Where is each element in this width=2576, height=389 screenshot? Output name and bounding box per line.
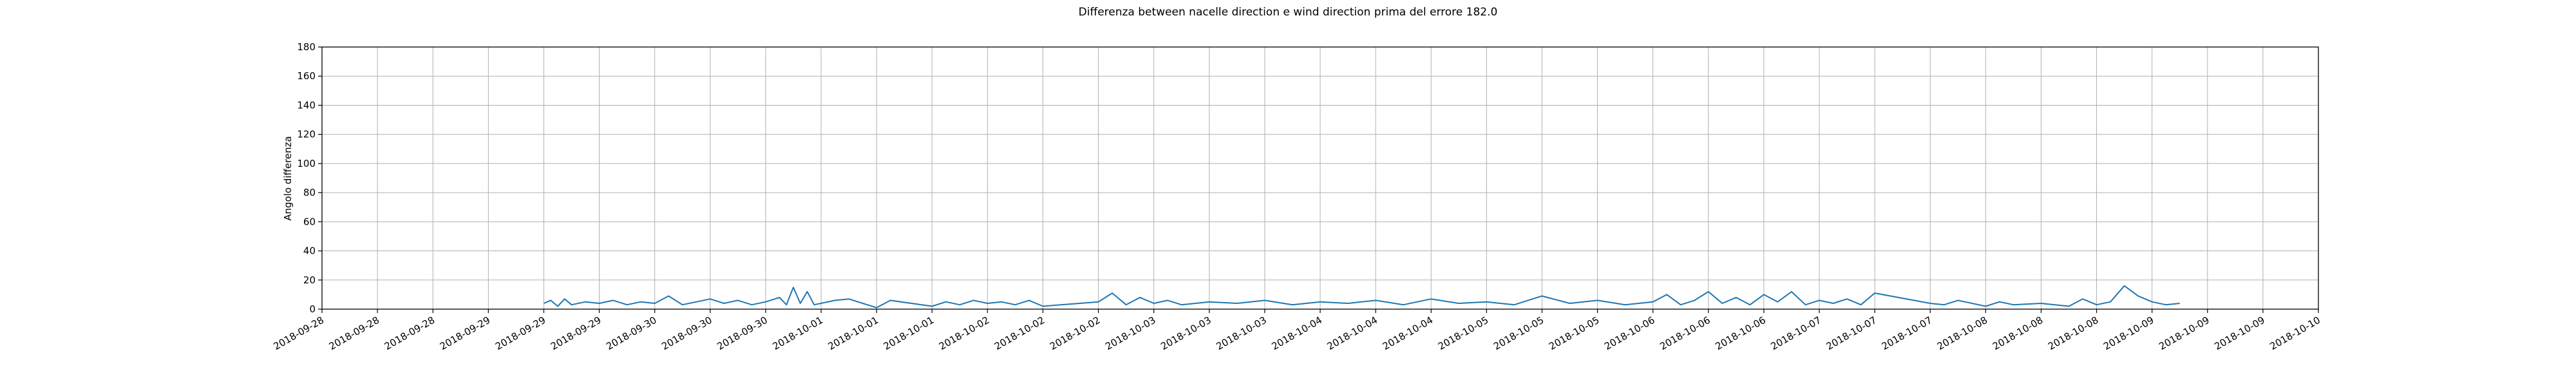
y-tick-label: 100: [297, 158, 316, 169]
chart-title: Differenza between nacelle direction e w…: [1079, 6, 1498, 19]
y-tick-label: 120: [297, 129, 316, 140]
y-tick-label: 40: [303, 245, 316, 257]
y-tick-label: 80: [303, 187, 316, 198]
y-tick-label: 180: [297, 41, 316, 53]
y-tick-label: 140: [297, 99, 316, 111]
y-tick-label: 160: [297, 70, 316, 82]
y-tick-label: 60: [303, 216, 316, 227]
y-tick-label: 0: [309, 303, 316, 315]
y-tick-label: 20: [303, 274, 316, 286]
y-axis-label: Angolo differenza: [282, 136, 294, 220]
